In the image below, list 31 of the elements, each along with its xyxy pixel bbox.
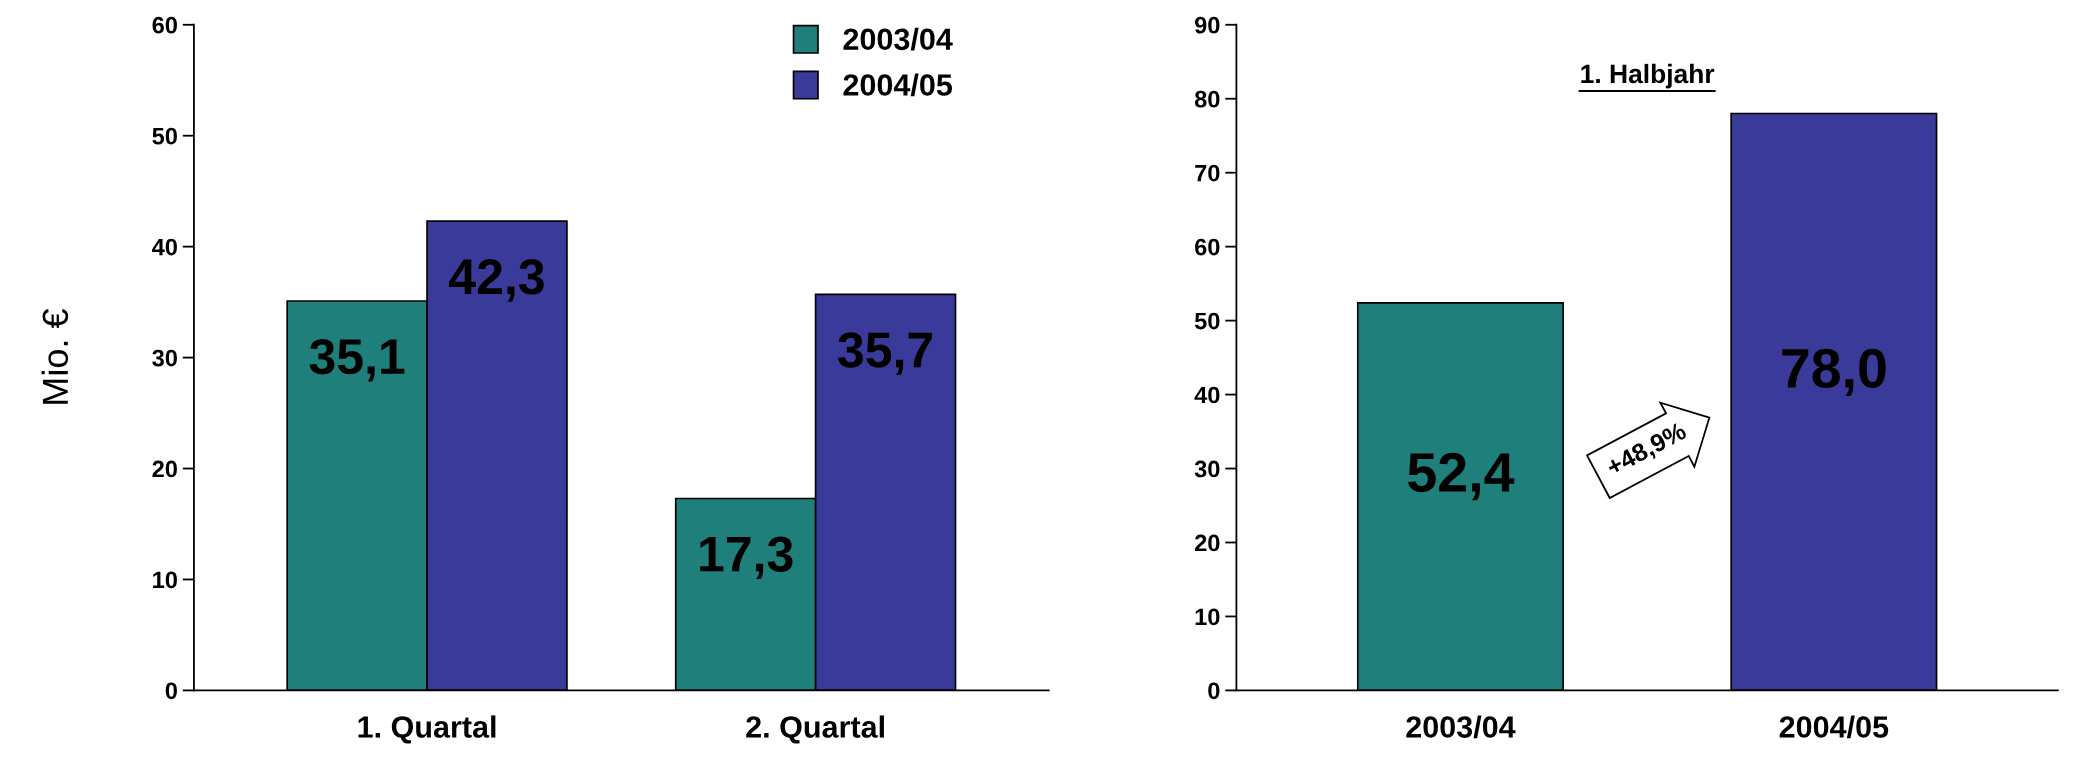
y-tick-label: 80 <box>1194 90 1220 108</box>
data-label: 78,0 <box>1782 348 1886 397</box>
x-tick-label: 2003/04 <box>1406 715 1516 739</box>
y-tick-label: 10 <box>153 571 177 589</box>
data-label: 17,3 <box>700 536 793 580</box>
data-label: 35,1 <box>309 338 405 382</box>
y-tick-label: 60 <box>1195 238 1220 256</box>
x-tick-label: 2004/05 <box>1779 715 1889 739</box>
y-tick-label: 20 <box>152 460 177 478</box>
y-tick-label: 20 <box>1194 534 1220 552</box>
data-label: 35,7 <box>838 332 933 375</box>
y-tick-label: 30 <box>152 349 177 367</box>
y-tick-label: 40 <box>152 238 177 256</box>
data-label: 42,3 <box>449 259 544 302</box>
y-tick-label: 50 <box>152 127 177 145</box>
y-tick-label: 50 <box>1194 312 1220 330</box>
x-tick-label: 2. Quartal <box>746 715 884 744</box>
legend-label: 2003/04 <box>843 27 953 51</box>
y-tick-label: 30 <box>1194 460 1220 478</box>
legend-label: 2004/05 <box>843 73 953 97</box>
y-tick-label: 10 <box>1195 608 1220 626</box>
y-tick-label: 70 <box>1195 164 1220 182</box>
y-tick-label: 0 <box>1208 682 1220 700</box>
text: 1. Halbjahr <box>1581 63 1715 89</box>
y-axis-title: Mio. € <box>41 308 69 404</box>
x-tick-label: 1. Quartal <box>358 715 496 744</box>
data-label: 52,4 <box>1408 452 1515 501</box>
y-tick-label: 60 <box>152 16 177 34</box>
y-tick-label: 40 <box>1194 386 1220 404</box>
y-tick-label: 0 <box>165 682 177 700</box>
y-tick-label: 90 <box>1194 16 1220 34</box>
